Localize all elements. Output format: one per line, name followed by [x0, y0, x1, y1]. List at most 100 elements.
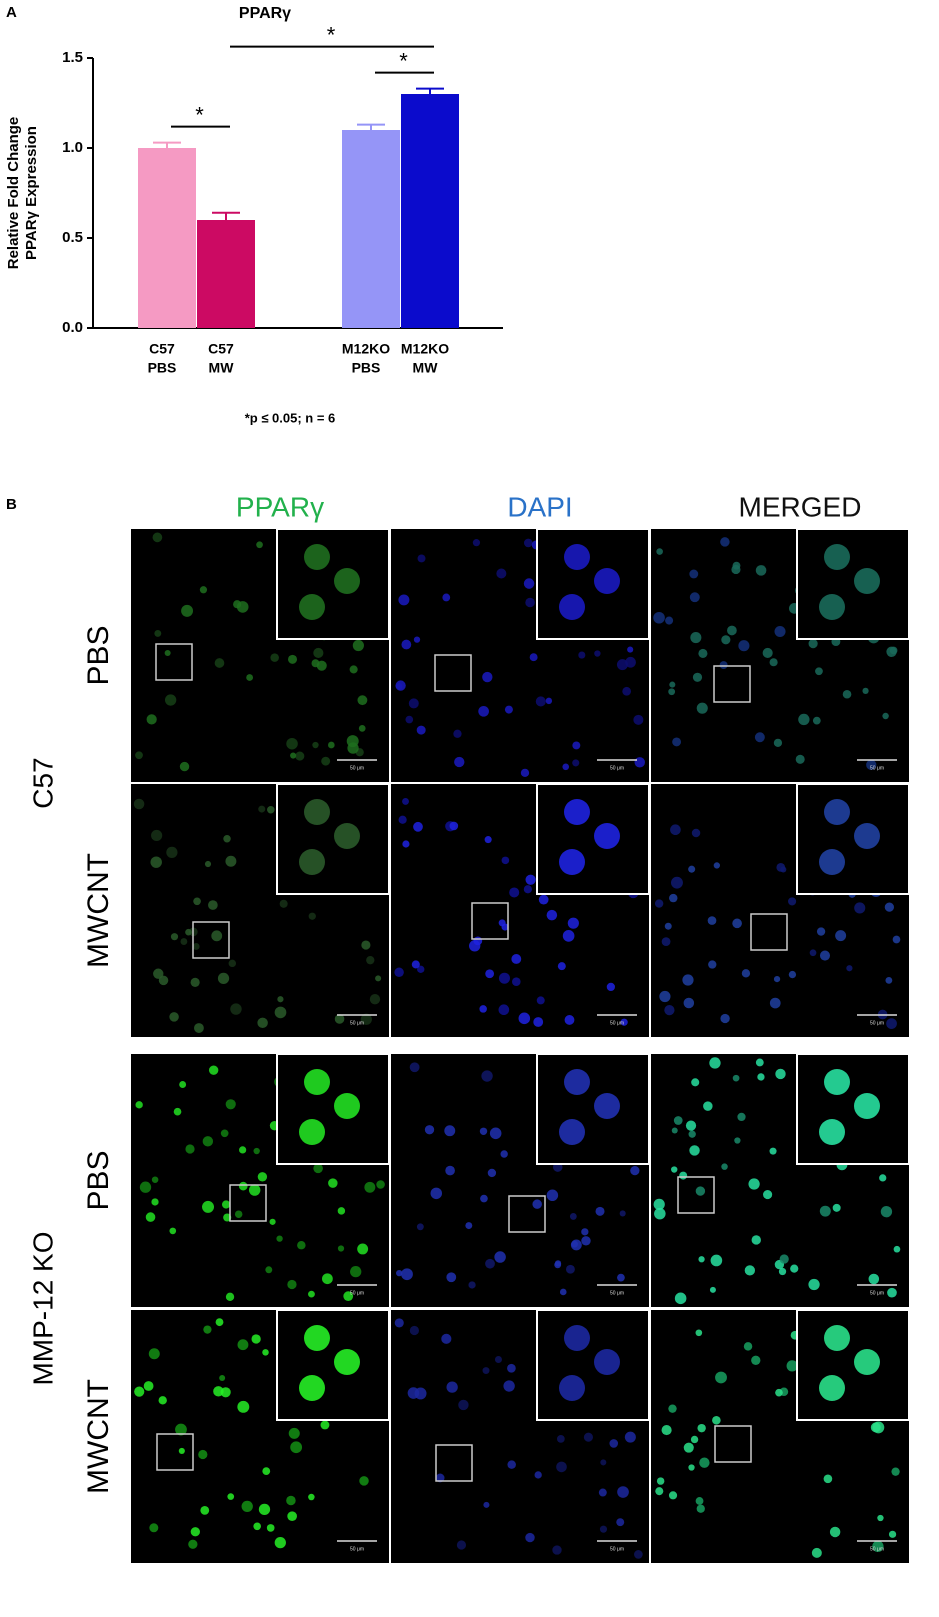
scale-bar-label: 50 μm — [610, 1546, 624, 1552]
cell — [442, 593, 451, 602]
scale-bar-label: 50 μm — [610, 765, 624, 771]
cell — [672, 737, 682, 747]
x-tick-label: MW — [413, 360, 439, 376]
cell — [562, 763, 570, 771]
cell — [664, 922, 672, 930]
inset-cell — [564, 1325, 590, 1351]
cell — [545, 697, 553, 705]
inset-cell — [304, 799, 330, 825]
scale-bar-label: 50 μm — [350, 1020, 364, 1026]
cell — [202, 1136, 214, 1147]
cell — [413, 821, 423, 832]
cell — [149, 1523, 159, 1533]
inset-cell — [824, 544, 850, 570]
scale-bar-label: 50 μm — [350, 1546, 364, 1552]
bar — [138, 148, 196, 328]
cell — [445, 1165, 455, 1176]
cell — [695, 1497, 704, 1505]
cell — [598, 1488, 607, 1497]
cell — [811, 1547, 822, 1558]
cell — [862, 687, 869, 694]
cell — [866, 759, 877, 770]
cell — [308, 1493, 315, 1501]
cell — [721, 1163, 728, 1170]
chart-title: PPARγ — [239, 5, 291, 22]
cell — [346, 735, 359, 748]
cell — [688, 1464, 695, 1471]
cell — [267, 805, 275, 814]
cell — [697, 1423, 706, 1433]
cell — [337, 1245, 345, 1252]
cell — [194, 1023, 204, 1033]
cell — [532, 1199, 542, 1209]
cell — [208, 1065, 219, 1075]
inset-cell — [299, 1375, 325, 1401]
cell — [453, 729, 462, 738]
cell — [570, 1239, 582, 1251]
panel-label: A — [6, 4, 17, 21]
cell — [407, 1387, 420, 1399]
cell — [482, 1367, 490, 1375]
cell — [606, 982, 615, 992]
cell — [228, 959, 237, 968]
inset-cell — [564, 1069, 590, 1095]
cell — [501, 923, 509, 931]
cell — [337, 1207, 346, 1215]
inset-cell — [824, 1069, 850, 1095]
x-tick-label: C57 — [149, 341, 175, 357]
cell — [148, 1348, 160, 1360]
cell — [617, 1273, 625, 1282]
cell — [562, 930, 575, 942]
inset-cell — [819, 594, 845, 620]
cell — [485, 1258, 495, 1269]
cell — [741, 969, 751, 978]
panel-label: B — [6, 496, 17, 513]
cell — [178, 1447, 185, 1454]
cell — [265, 1266, 273, 1274]
cell — [879, 1174, 887, 1182]
cell — [151, 1176, 159, 1183]
cell — [599, 1525, 608, 1533]
cell — [360, 1013, 372, 1025]
cell — [361, 940, 371, 950]
cell — [164, 649, 171, 656]
cell — [630, 1165, 640, 1176]
cell — [290, 1441, 303, 1454]
cell — [223, 1213, 232, 1222]
cell — [699, 1457, 710, 1468]
cell — [401, 1268, 413, 1281]
cell — [253, 1522, 261, 1531]
cell — [744, 1265, 756, 1276]
cell — [479, 1127, 488, 1135]
cell — [395, 680, 406, 691]
cell — [295, 751, 305, 761]
cell — [815, 667, 823, 676]
cell — [221, 1200, 231, 1209]
cell — [485, 969, 495, 979]
scale-bar-label: 50 μm — [350, 765, 364, 771]
cell — [204, 860, 212, 868]
cell — [698, 648, 708, 658]
cell — [808, 1278, 820, 1291]
cell — [698, 1256, 705, 1263]
cell — [449, 821, 459, 831]
inset — [536, 1309, 650, 1421]
cell — [661, 937, 671, 946]
cell — [257, 1172, 268, 1182]
cell — [695, 1329, 703, 1337]
cell — [546, 1189, 559, 1202]
cell — [482, 671, 493, 683]
cell — [496, 568, 507, 579]
zoom-box — [677, 1176, 715, 1214]
cell — [262, 1349, 269, 1356]
cell — [166, 846, 178, 859]
bar — [401, 94, 459, 328]
cell — [816, 927, 826, 936]
cell — [276, 1235, 283, 1242]
scale-bar-label: 50 μm — [610, 1020, 624, 1026]
cell — [665, 616, 674, 625]
cell — [581, 1228, 589, 1236]
cell — [237, 1339, 249, 1351]
cell — [270, 653, 279, 662]
cell — [503, 1380, 515, 1392]
